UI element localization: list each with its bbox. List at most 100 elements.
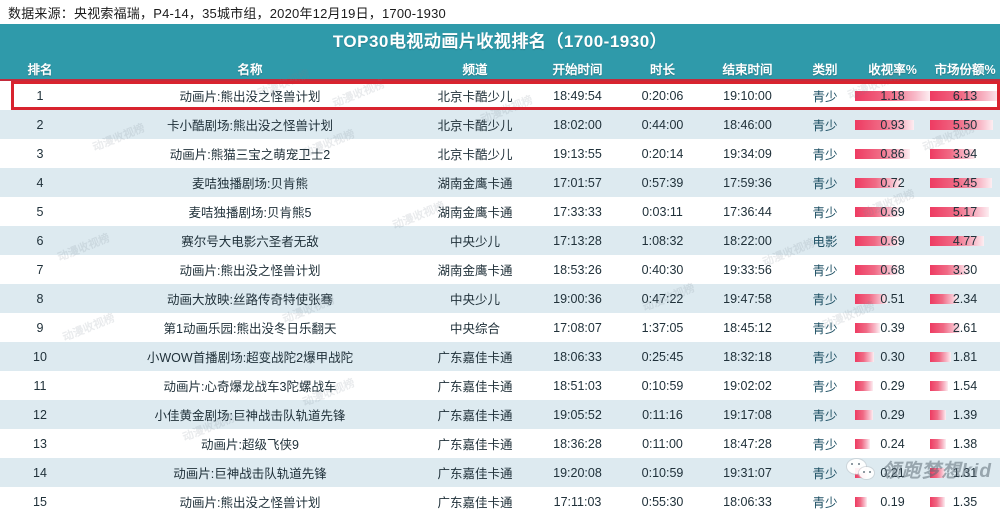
- cell-duration: 0:20:14: [641, 146, 684, 161]
- cell-name: 第1动画乐园:熊出没冬日乐翻天: [163, 322, 337, 336]
- cell-start: 18:53:26: [553, 262, 602, 277]
- cell-category: 青少: [812, 322, 838, 336]
- data-bar-rating: [855, 148, 910, 159]
- value-share: 4.77: [952, 233, 978, 248]
- table-row[interactable]: 2 卡小酷剧场:熊出没之怪兽计划 北京卡酷少儿 18:02:00 0:44:00 18:4…: [0, 110, 1000, 139]
- cell-share: 1.81: [930, 350, 1000, 364]
- value-share: 5.17: [952, 204, 978, 219]
- value-rating: 0.29: [880, 407, 905, 422]
- table-row[interactable]: 10 小WOW首播剧场:超变战陀2爆甲战陀 广东嘉佳卡通 18:06:33 0:25:4…: [0, 342, 1000, 371]
- table-row[interactable]: 1 动画片:熊出没之怪兽计划 北京卡酷少儿 18:49:54 0:20:06 19:10:…: [0, 81, 1000, 110]
- cell-duration: 0:10:59: [641, 378, 684, 393]
- cell-channel: 北京卡酷少儿: [437, 148, 513, 162]
- value-share: 1.54: [952, 378, 978, 393]
- cell-duration: 1:08:32: [641, 233, 684, 248]
- value-rating: 0.86: [880, 146, 905, 161]
- table-row[interactable]: 6 赛尔号大电影六圣者无敌 中央少儿 17:13:28 1:08:32 18:22:00 电…: [0, 226, 1000, 255]
- cell-end: 19:10:00: [723, 88, 772, 103]
- data-bar-share: [930, 351, 951, 362]
- value-rating: 1.18: [880, 88, 905, 103]
- data-bar-share: [930, 438, 946, 449]
- cell-end: 18:22:00: [723, 233, 772, 248]
- cell-name: 动画片:超级飞侠9: [201, 438, 299, 452]
- value-rating: 0.30: [880, 349, 905, 364]
- column-header-name: 名称: [237, 62, 263, 77]
- table-row[interactable]: 13 动画片:超级飞侠9 广东嘉佳卡通 18:36:28 0:11:00 18:47:28…: [0, 429, 1000, 458]
- cell-rating: 0.51: [855, 292, 930, 306]
- cell-end: 18:46:00: [723, 117, 772, 132]
- cell-channel: 湖南金鹰卡通: [437, 264, 513, 278]
- cell-category: 青少: [812, 409, 838, 423]
- table-row[interactable]: 7 动画片:熊出没之怪兽计划 湖南金鹰卡通 18:53:26 0:40:30 19:33:…: [0, 255, 1000, 284]
- cell-duration: 0:11:00: [642, 436, 683, 451]
- value-rating: 0.29: [880, 378, 905, 393]
- cell-duration: 0:55:30: [641, 494, 684, 509]
- value-share: 5.50: [952, 117, 978, 132]
- table-row[interactable]: 12 小佳黄金剧场:巨神战击队轨道先锋 广东嘉佳卡通 19:05:52 0:11:16 1…: [0, 400, 1000, 429]
- cell-rating: 0.29: [855, 408, 930, 422]
- cell-rank: 3: [36, 146, 44, 161]
- cell-share: 1.39: [930, 408, 1000, 422]
- cell-rank: 6: [36, 233, 44, 248]
- cell-duration: 1:37:05: [641, 320, 684, 335]
- cell-start: 19:00:36: [553, 291, 602, 306]
- cell-start: 17:11:03: [553, 494, 602, 509]
- data-bar-rating: [855, 438, 871, 449]
- cell-rank: 14: [33, 465, 47, 480]
- value-share: 3.30: [952, 262, 978, 277]
- data-bar-rating: [855, 322, 880, 333]
- column-header-share: 市场份额%: [934, 62, 996, 77]
- cell-channel: 中央少儿: [449, 293, 500, 307]
- cell-channel: 广东嘉佳卡通: [437, 496, 513, 510]
- value-rating: 0.69: [880, 233, 905, 248]
- value-rating: 0.51: [880, 291, 905, 306]
- value-rating: 0.93: [880, 117, 905, 132]
- table-row[interactable]: 3 动画片:熊猫三宝之萌宠卫士2 北京卡酷少儿 19:13:55 0:20:14 19:3…: [0, 139, 1000, 168]
- cell-rank: 4: [36, 175, 44, 190]
- data-bar-rating: [855, 119, 915, 130]
- cell-end: 18:47:28: [723, 436, 772, 451]
- cell-end: 19:02:02: [723, 378, 772, 393]
- cell-channel: 中央少儿: [449, 235, 500, 249]
- value-share: 1.81: [952, 349, 978, 364]
- table-row[interactable]: 9 第1动画乐园:熊出没冬日乐翻天 中央综合 17:08:07 1:37:05 18:45…: [0, 313, 1000, 342]
- value-share: 3.94: [952, 146, 978, 161]
- cell-share: 3.30: [930, 263, 1000, 277]
- value-rating: 0.24: [880, 436, 905, 451]
- cell-category: 青少: [812, 119, 838, 133]
- data-bar-share: [930, 235, 985, 246]
- data-bar-share: [930, 177, 993, 188]
- cell-rank: 10: [33, 349, 47, 364]
- cell-name: 动画片:巨神战击队轨道先锋: [173, 467, 327, 481]
- column-header-end: 结束时间: [722, 62, 773, 77]
- cell-rating: 0.68: [855, 263, 930, 277]
- cell-rank: 1: [36, 88, 44, 103]
- table-row[interactable]: 11 动画片:心奇爆龙战车3陀螺战车 广东嘉佳卡通 18:51:03 0:10:59 19…: [0, 371, 1000, 400]
- value-share: 1.35: [952, 494, 978, 509]
- cell-rating: 0.21: [855, 466, 930, 480]
- cell-rank: 15: [33, 494, 47, 509]
- table-row[interactable]: 5 麦咭独播剧场:贝肯熊5 湖南金鹰卡通 17:33:33 0:03:11 17:36:4…: [0, 197, 1000, 226]
- data-bar-rating: [855, 409, 874, 420]
- cell-rating: 0.86: [855, 147, 930, 161]
- cell-rating: 0.93: [855, 118, 930, 132]
- cell-duration: 0:03:11: [642, 204, 683, 219]
- cell-rank: 7: [36, 262, 44, 277]
- table-row[interactable]: 14 动画片:巨神战击队轨道先锋 广东嘉佳卡通 19:20:08 0:10:59 19:3…: [0, 458, 1000, 487]
- cell-category: 青少: [812, 177, 838, 191]
- cell-name: 动画片:熊出没之怪兽计划: [179, 90, 321, 104]
- cell-duration: 0:57:39: [641, 175, 684, 190]
- table-row[interactable]: 8 动画大放映:丝路传奇特使张骞 中央少儿 19:00:36 0:47:22 19:47:…: [0, 284, 1000, 313]
- cell-channel: 中央综合: [449, 322, 500, 336]
- cell-channel: 广东嘉佳卡通: [437, 351, 513, 365]
- cell-start: 18:51:03: [553, 378, 602, 393]
- column-header-category: 类别: [812, 62, 838, 77]
- table-row[interactable]: 4 麦咭独播剧场:贝肯熊 湖南金鹰卡通 17:01:57 0:57:39 17:59:36…: [0, 168, 1000, 197]
- cell-rating: 0.29: [855, 379, 930, 393]
- cell-name: 赛尔号大电影六圣者无敌: [181, 235, 319, 249]
- cell-category: 青少: [812, 380, 838, 394]
- data-source-text: 数据来源：央视索福瑞，P4-14，35城市组，2020年12月19日，1700-…: [8, 5, 446, 21]
- table-row[interactable]: 15 动画片:熊出没之怪兽计划 广东嘉佳卡通 17:11:03 0:55:30 18:06…: [0, 487, 1000, 516]
- cell-end: 19:17:08: [723, 407, 772, 422]
- cell-channel: 北京卡酷少儿: [437, 90, 513, 104]
